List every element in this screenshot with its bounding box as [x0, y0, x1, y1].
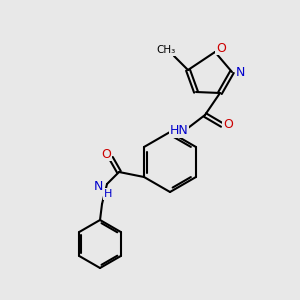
- Text: HN: HN: [169, 124, 188, 137]
- Text: N: N: [235, 65, 245, 79]
- Text: O: O: [101, 148, 111, 160]
- Text: O: O: [216, 41, 226, 55]
- Text: O: O: [223, 118, 233, 131]
- Text: N: N: [93, 181, 103, 194]
- Text: CH₃: CH₃: [156, 45, 176, 55]
- Text: H: H: [104, 189, 112, 199]
